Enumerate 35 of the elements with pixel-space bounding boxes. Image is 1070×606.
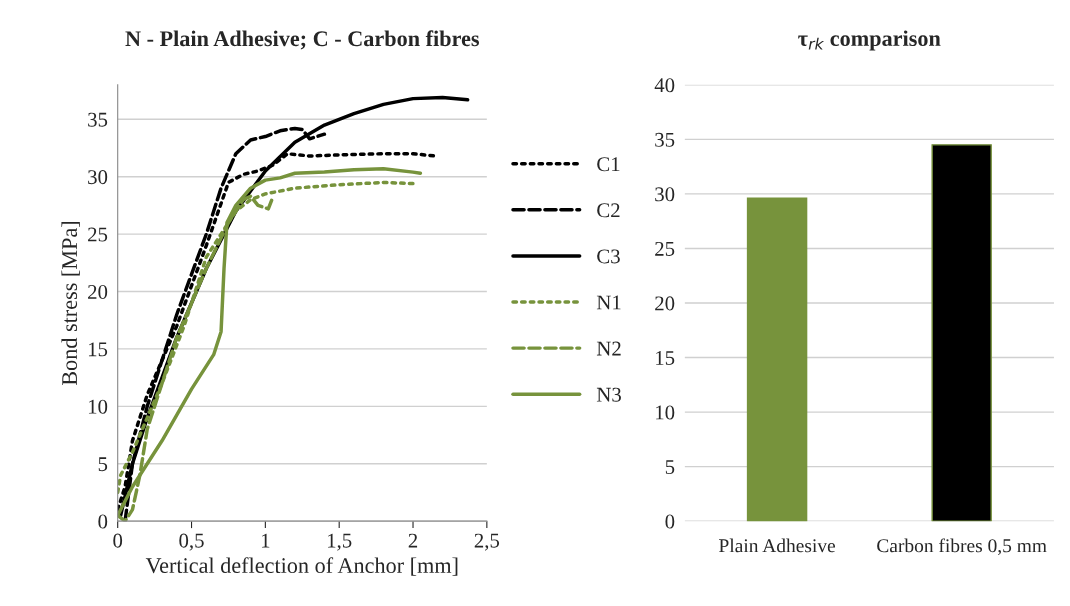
y-tick-label: 15 <box>88 342 108 357</box>
y-tick-label: 25 <box>88 227 108 242</box>
x-tick-label: Carbon fibres 0,5 mm <box>877 538 1047 556</box>
x-tick-label: 0 <box>113 533 123 548</box>
y-tick-label: 30 <box>88 170 108 185</box>
y-tick-label: 0 <box>98 514 108 529</box>
y-tick-label: 15 <box>656 351 675 365</box>
y-tick-label: 35 <box>88 112 108 127</box>
x-tick-label: 2,5 <box>474 533 500 551</box>
y-tick-label: 5 <box>665 460 675 475</box>
x-tick-label: 0,5 <box>179 533 204 551</box>
chart-title: N - Plain Adhesive; C - Carbon fibres <box>125 30 480 50</box>
y-tick-label: 30 <box>655 187 675 202</box>
y-tick-label: 10 <box>656 405 675 420</box>
legend-label: C3 <box>597 249 620 264</box>
y-tick-label: 25 <box>655 241 675 256</box>
x-tick-label: 1,5 <box>328 533 352 551</box>
y-tick-label: 20 <box>655 296 675 311</box>
x-tick-label: 2 <box>408 533 418 548</box>
legend-label: N1 <box>596 295 621 310</box>
y-tick-label: 20 <box>88 284 108 299</box>
x-tick-label: 1 <box>261 533 270 548</box>
x-tick-label: Plain Adhesive <box>719 538 836 553</box>
y-axis-title: Bond stress [MPa] <box>61 221 80 386</box>
x-axis-title: Vertical deflection of Anchor [mm] <box>145 557 458 576</box>
y-tick-label: 5 <box>98 457 108 472</box>
y-tick-label: 10 <box>88 399 108 414</box>
legend-label: C1 <box>597 157 620 172</box>
legend-label: N3 <box>596 387 621 402</box>
chart-title: τ$_{rk}$ comparison <box>798 30 941 51</box>
legend-label: N2 <box>596 341 621 356</box>
y-tick-label: 40 <box>654 78 675 93</box>
y-tick-label: 35 <box>655 132 675 147</box>
y-tick-label: 0 <box>665 514 675 529</box>
legend-label: C2 <box>597 203 620 218</box>
